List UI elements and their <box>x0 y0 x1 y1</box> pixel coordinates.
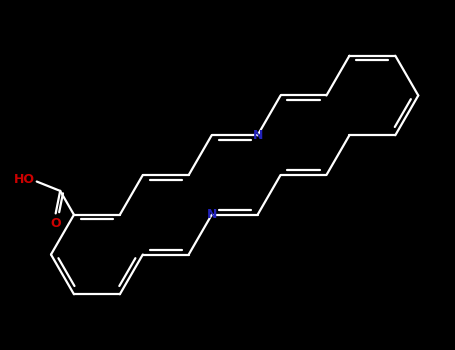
Text: N: N <box>253 129 263 142</box>
Text: O: O <box>51 217 61 230</box>
Text: HO: HO <box>14 173 35 186</box>
Text: N: N <box>207 208 217 221</box>
